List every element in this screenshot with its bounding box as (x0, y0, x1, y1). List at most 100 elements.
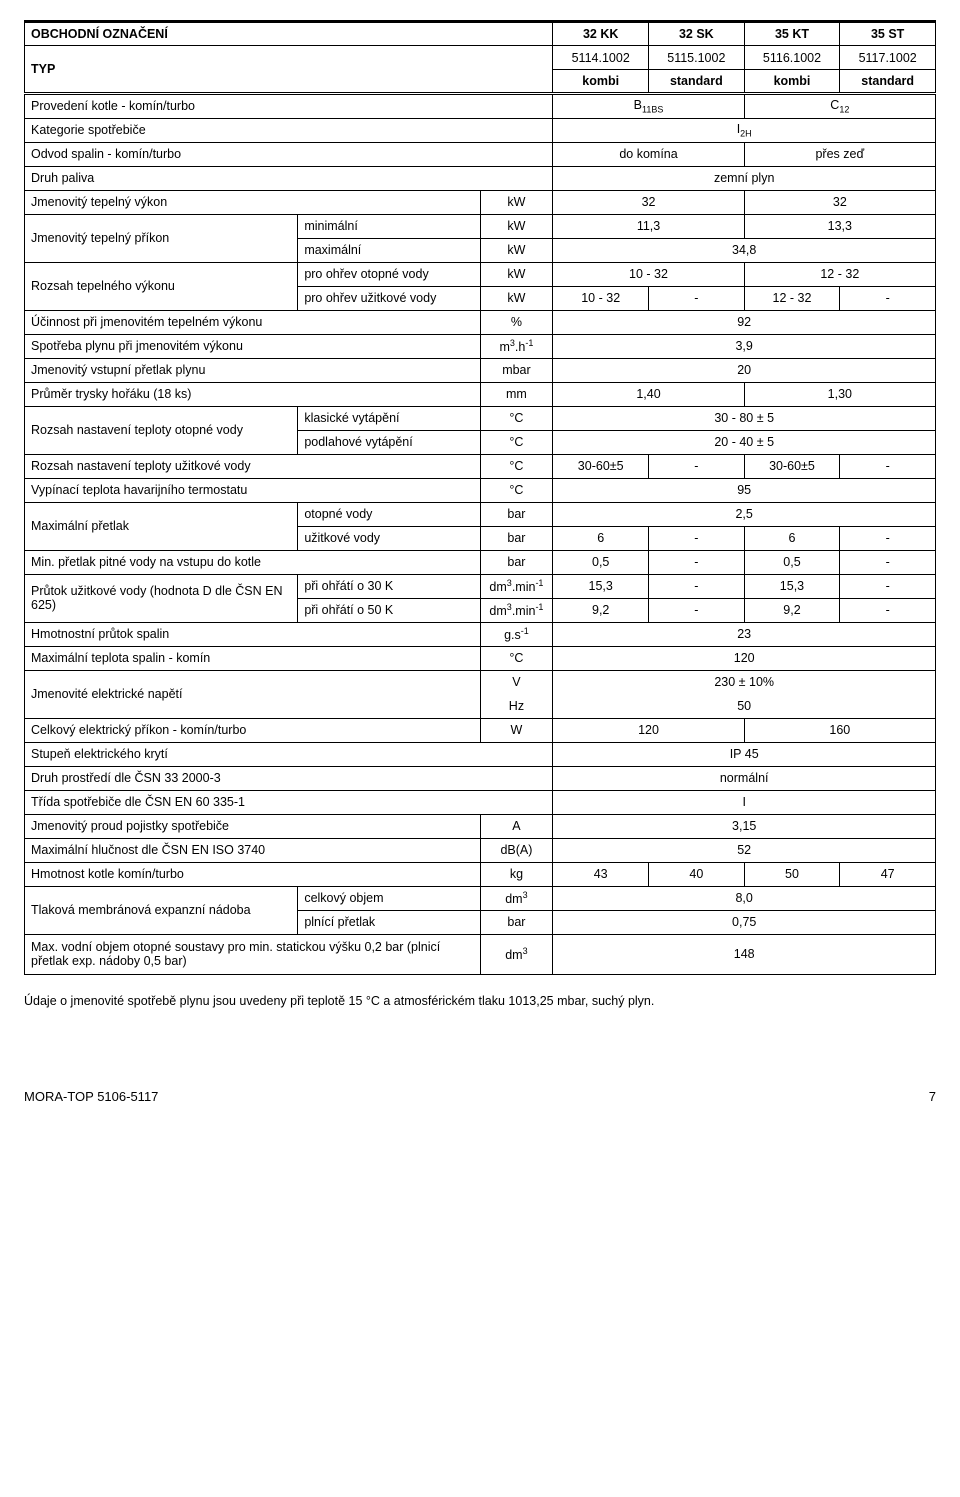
r25-unit: A (480, 814, 553, 838)
spec-table: OBCHODNÍ OZNAČENÍ 32 KK 32 SK 35 KT 35 S… (24, 20, 936, 975)
r12-label: Rozsah nastavení teploty otopné vody (25, 406, 298, 454)
r23-label: Druh prostředí dle ČSN 33 2000-3 (25, 766, 553, 790)
r6-label: Jmenovitý tepelný příkon (25, 214, 298, 262)
col-32sk: 32 SK (649, 22, 745, 46)
r13-unit: °C (480, 454, 553, 478)
r26-label: Maximální hlučnost dle ČSN EN ISO 3740 (25, 838, 481, 862)
r13-c: 30-60±5 (744, 454, 840, 478)
page-footer: MORA-TOP 5106-5117 7 (24, 1089, 936, 1104)
r21-v1: 120 (553, 718, 744, 742)
r24-label: Třída spotřebiče dle ČSN EN 60 335-1 (25, 790, 553, 814)
r14-unit: °C (480, 478, 553, 502)
r17-b2: - (649, 598, 745, 622)
r9-v: 3,9 (553, 334, 936, 358)
r16-a: 0,5 (553, 550, 649, 574)
r15-a: 6 (553, 526, 649, 550)
r28-v1: 8,0 (553, 886, 936, 910)
r19-label: Maximální teplota spalin - komín (25, 646, 481, 670)
type-label: TYP (25, 46, 553, 94)
r16-c: 0,5 (744, 550, 840, 574)
r21-unit: W (480, 718, 553, 742)
r28-unit1: dm3 (480, 886, 553, 910)
r10-unit: mbar (480, 358, 553, 382)
code-1: 5115.1002 (649, 46, 745, 70)
r15-d: - (840, 526, 936, 550)
r26-v: 52 (553, 838, 936, 862)
r28-sub2: plnící přetlak (298, 910, 480, 934)
r17-sub2: při ohřátí o 50 K (298, 598, 480, 622)
r27-a: 43 (553, 862, 649, 886)
r16-b: - (649, 550, 745, 574)
r22-v: IP 45 (553, 742, 936, 766)
r11-unit: mm (480, 382, 553, 406)
r4-label: Druh paliva (25, 166, 553, 190)
r28-sub1: celkový objem (298, 886, 480, 910)
r14-label: Vypínací teplota havarijního termostatu (25, 478, 481, 502)
r19-v: 120 (553, 646, 936, 670)
r13-d: - (840, 454, 936, 478)
footer-left: MORA-TOP 5106-5117 (24, 1089, 158, 1104)
r12-unit1: °C (480, 406, 553, 430)
r7-sub1: pro ohřev otopné vody (298, 262, 480, 286)
r5-v1: 32 (553, 190, 744, 214)
r27-label: Hmotnost kotle komín/turbo (25, 862, 481, 886)
code-3: 5117.1002 (840, 46, 936, 70)
r7-v2a: 10 - 32 (553, 286, 649, 310)
r12-sub2: podlahové vytápění (298, 430, 480, 454)
r6-sub1: minimální (298, 214, 480, 238)
r20-v2: 50 (553, 694, 936, 718)
r13-a: 30-60±5 (553, 454, 649, 478)
r12-sub1: klasické vytápění (298, 406, 480, 430)
r17-sub1: při ohřátí o 30 K (298, 574, 480, 598)
r5-v2: 32 (744, 190, 935, 214)
r7-v2d: - (840, 286, 936, 310)
r7-label: Rozsah tepelného výkonu (25, 262, 298, 310)
r15-c: 6 (744, 526, 840, 550)
r29-unit: dm3 (480, 934, 553, 974)
r17-label: Průtok užitkové vody (hodnota D dle ČSN … (25, 574, 298, 622)
r4-v: zemní plyn (553, 166, 936, 190)
r7-unit1: kW (480, 262, 553, 286)
footer-right: 7 (929, 1089, 936, 1104)
sub-0: kombi (553, 70, 649, 94)
r17-d1: - (840, 574, 936, 598)
r15-sub1: otopné vody (298, 502, 480, 526)
r8-v: 92 (553, 310, 936, 334)
r1-label: Provedení kotle - komín/turbo (25, 94, 553, 119)
r15-sub2: užitkové vody (298, 526, 480, 550)
trade-name-label: OBCHODNÍ OZNAČENÍ (25, 22, 553, 46)
r7-v1a: 10 - 32 (553, 262, 744, 286)
r11-v2: 1,30 (744, 382, 935, 406)
r3-v1: do komína (553, 142, 744, 166)
r9-unit: m3.h-1 (480, 334, 553, 358)
r6-v2: 34,8 (553, 238, 936, 262)
r17-c2: 9,2 (744, 598, 840, 622)
r28-v2: 0,75 (553, 910, 936, 934)
r2-label: Kategorie spotřebiče (25, 118, 553, 142)
r7-v2b: - (649, 286, 745, 310)
r7-v1b: 12 - 32 (744, 262, 935, 286)
r13-b: - (649, 454, 745, 478)
r18-unit: g.s-1 (480, 622, 553, 646)
r28-unit2: bar (480, 910, 553, 934)
r27-c: 50 (744, 862, 840, 886)
r3-v2: přes zeď (744, 142, 935, 166)
r17-unit1: dm3.min-1 (480, 574, 553, 598)
r25-label: Jmenovitý proud pojistky spotřebiče (25, 814, 481, 838)
r20-unit1: V (480, 670, 553, 694)
sub-2: kombi (744, 70, 840, 94)
r6-unit1: kW (480, 214, 553, 238)
r6-sub2: maximální (298, 238, 480, 262)
r23-v: normální (553, 766, 936, 790)
r15-v1: 2,5 (553, 502, 936, 526)
r27-unit: kg (480, 862, 553, 886)
r7-v2c: 12 - 32 (744, 286, 840, 310)
footnote-text: Údaje o jmenovité spotřebě plynu jsou uv… (24, 993, 936, 1010)
r7-sub2: pro ohřev užitkové vody (298, 286, 480, 310)
r6-unit2: kW (480, 238, 553, 262)
r21-v2: 160 (744, 718, 935, 742)
r7-unit2: kW (480, 286, 553, 310)
r10-label: Jmenovitý vstupní přetlak plynu (25, 358, 481, 382)
r16-label: Min. přetlak pitné vody na vstupu do kot… (25, 550, 481, 574)
r16-d: - (840, 550, 936, 574)
